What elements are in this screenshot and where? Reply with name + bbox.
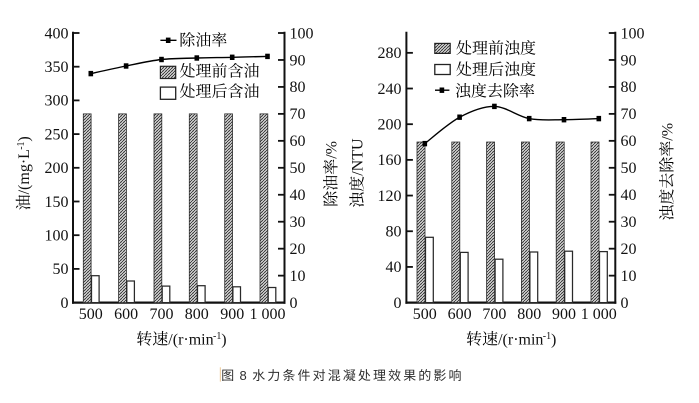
svg-text:0: 0 [61, 295, 69, 312]
svg-text:800: 800 [185, 306, 209, 323]
svg-text:300: 300 [45, 93, 69, 110]
svg-text:/(mg·L: /(mg·L [16, 149, 33, 194]
svg-text:240: 240 [378, 81, 402, 98]
svg-text:900: 900 [552, 306, 576, 323]
svg-text:90: 90 [290, 52, 306, 69]
svg-text:100: 100 [290, 25, 314, 42]
svg-text:80: 80 [290, 79, 306, 96]
svg-text:400: 400 [45, 25, 69, 42]
svg-text:150: 150 [45, 194, 69, 211]
svg-text:120: 120 [378, 188, 402, 205]
svg-text:500: 500 [79, 306, 103, 323]
svg-text:10: 10 [290, 268, 306, 285]
svg-text:700: 700 [482, 306, 506, 323]
svg-text:160: 160 [378, 152, 402, 169]
svg-text:30: 30 [290, 214, 306, 231]
svg-text:/%: /% [323, 141, 340, 159]
svg-text:70: 70 [290, 106, 306, 123]
svg-text:0: 0 [394, 295, 402, 312]
svg-text:): ) [551, 331, 556, 348]
svg-text:900: 900 [220, 306, 244, 323]
svg-text:80: 80 [621, 79, 637, 96]
svg-text:250: 250 [45, 126, 69, 143]
svg-text:50: 50 [621, 160, 637, 177]
svg-text:/(r·min: /(r·min [498, 331, 543, 348]
svg-text:30: 30 [621, 214, 637, 231]
svg-text:90: 90 [621, 52, 637, 69]
svg-text:350: 350 [45, 59, 69, 76]
svg-text:0: 0 [621, 295, 629, 312]
svg-text:40: 40 [386, 259, 402, 276]
svg-text:10: 10 [621, 268, 637, 285]
svg-text:/(r·min: /(r·min [168, 331, 213, 348]
svg-text:100: 100 [621, 25, 645, 42]
svg-text:60: 60 [621, 133, 637, 150]
svg-text:40: 40 [290, 187, 306, 204]
svg-text:50: 50 [53, 261, 69, 278]
svg-text:800: 800 [517, 306, 541, 323]
svg-text:500: 500 [413, 306, 437, 323]
svg-text:50: 50 [290, 160, 306, 177]
svg-text:70: 70 [621, 106, 637, 123]
svg-text:): ) [16, 136, 33, 141]
svg-text:100: 100 [45, 228, 69, 245]
svg-text:600: 600 [448, 306, 472, 323]
svg-text:600: 600 [114, 306, 138, 323]
svg-text:200: 200 [378, 117, 402, 134]
svg-text:40: 40 [621, 187, 637, 204]
svg-text:280: 280 [378, 45, 402, 62]
svg-text:700: 700 [150, 306, 174, 323]
svg-text:8: 8 [240, 368, 247, 383]
svg-text:1 000: 1 000 [250, 306, 286, 323]
svg-text:1 000: 1 000 [581, 306, 617, 323]
svg-text:60: 60 [290, 133, 306, 150]
svg-text:200: 200 [45, 160, 69, 177]
svg-text:-1: -1 [213, 331, 221, 342]
svg-text:-1: -1 [16, 141, 27, 149]
svg-text:-1: -1 [543, 331, 551, 342]
svg-text:80: 80 [386, 224, 402, 241]
svg-text:): ) [221, 331, 226, 348]
svg-text:0: 0 [290, 295, 298, 312]
svg-text:/NTU: /NTU [350, 138, 367, 176]
svg-text:20: 20 [290, 241, 306, 258]
svg-text:20: 20 [621, 241, 637, 258]
svg-text:/%: /% [659, 123, 676, 141]
